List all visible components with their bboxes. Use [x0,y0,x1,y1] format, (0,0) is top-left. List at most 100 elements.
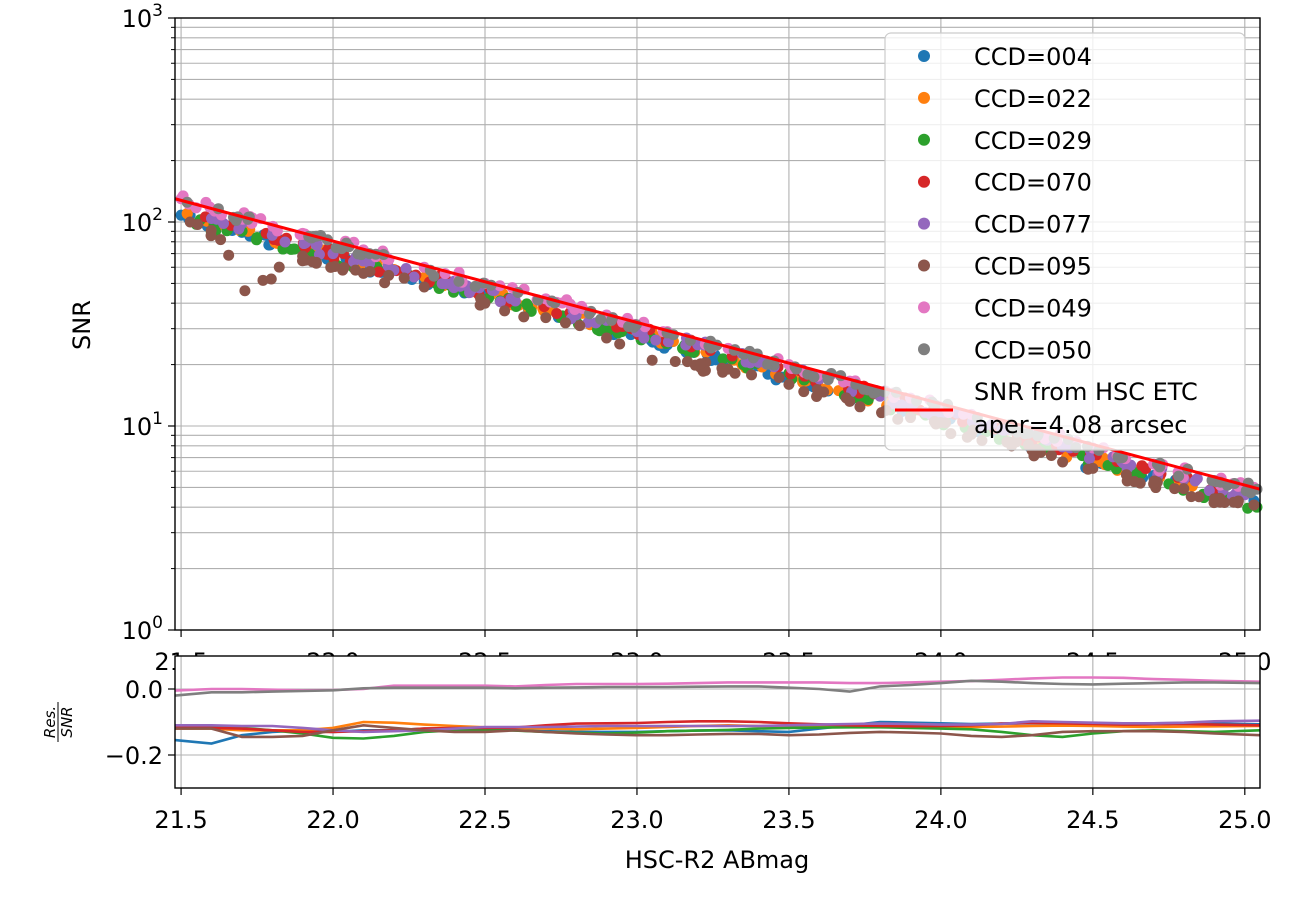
scatter-point [614,338,626,350]
scatter-point [1189,475,1201,487]
y-tick-label: 0.0 [125,676,163,704]
scatter-point [638,332,650,344]
scatter-point [469,280,481,292]
legend-label: CCD=004 [974,43,1092,71]
scatter-point [808,371,820,383]
scatter-point [355,249,367,261]
scatter-point [217,217,229,229]
legend-marker [918,50,930,62]
x-tick-label: 21.5 [154,806,207,834]
x-tick-label: 22.0 [306,806,359,834]
scatter-point [858,383,870,395]
scatter-point [540,312,552,324]
legend-model-label-line1: SNR from HSC ETC [974,378,1198,406]
scatter-point [499,305,511,317]
scatter-point [279,236,291,248]
scatter-point [288,243,300,255]
scatter-point [338,262,350,274]
scatter-point [398,272,410,284]
scatter-point [1083,453,1095,465]
legend-marker [918,343,930,356]
scatter-point [695,358,707,370]
scatter-point [1203,485,1215,497]
scatter-point [1232,495,1244,507]
snr-axes-frame [174,17,1261,631]
scatter-point [1178,483,1190,495]
scatter-point [1128,476,1140,488]
residual-x-ticks: 21.5 22.0 22.5 23.0 23.5 24.0 24.5 25.0 [154,788,1272,834]
residual-y-axis-label: Res. SNR [41,702,76,742]
scatter-point [223,249,235,261]
scatter-point [1102,460,1114,472]
scatter-point [257,274,269,286]
y-tick-label: 100 [122,613,163,645]
legend-label: CCD=049 [974,294,1092,322]
scatter-point [773,371,785,383]
scatter-point [1193,491,1205,503]
legend-label: CCD=070 [974,169,1092,197]
scatter-point [650,334,662,346]
scatter-point [418,281,430,293]
scatter-point [783,378,795,390]
legend-label: CCD=077 [974,211,1092,239]
scatter-point [494,296,506,308]
scatter-point [1057,456,1069,468]
residual-ylabel-denominator: SNR [58,706,76,737]
scatter-point [1185,491,1197,503]
snr-y-axis-label: SNR [68,300,96,350]
legend-items: CCD=004 CCD=022 CCD=029 CCD=070 CCD=077 CCD=0… [918,43,1092,364]
scatter-point [854,401,866,413]
residual-line-CCD=050 [174,679,1261,697]
scatter-point [479,297,491,309]
legend-label: CCD=029 [974,127,1092,155]
y-tick-label: 103 [122,1,163,33]
scatter-point [681,356,693,368]
legend-model-label-line2: aper=4.08 arcsec [974,411,1187,439]
y-tick-label: 101 [122,409,163,441]
residual-ylabel-numerator: Res. [41,706,59,738]
scatter-point [551,308,563,320]
scatter-point [336,243,348,255]
legend-marker [918,175,930,188]
legend-label: CCD=050 [974,336,1092,364]
x-axis-label: HSC-R2 ABmag [625,846,809,874]
scatter-point [239,285,251,297]
residual-line-CCD=029 [175,725,1261,740]
scatter-point [357,267,369,279]
residual-panel: 0.0 −0.2 21.5 22.0 22.5 23.0 23.5 24.0 24.5 25.0… [41,655,1272,874]
scatter-point [1112,451,1124,463]
legend-marker [918,301,930,314]
scatter-point [559,317,571,329]
residual-line-CCD=077 [175,719,1261,734]
scatter-point [265,273,277,285]
scatter-point [669,356,681,368]
y-tick-label: 102 [122,205,163,237]
scatter-point [408,271,420,283]
legend-label: CCD=022 [974,85,1092,113]
scatter-point [1169,483,1181,495]
scatter-point [722,363,734,375]
x-tick-label: 24.5 [1066,806,1119,834]
snr-y-ticks: 100 101 102 103 [122,1,175,645]
legend-label: CCD=095 [974,253,1092,281]
scatter-point [574,320,586,332]
x-tick-label: 23.0 [610,806,663,834]
scatter-point [1173,470,1185,482]
scatter-point [325,261,337,273]
scatter-point [310,256,322,268]
scatter-point [1248,499,1260,511]
scatter-point [1045,449,1057,461]
scatter-point [811,384,823,396]
scatter-point [623,320,635,332]
scatter-point [582,317,594,329]
legend-marker [918,259,930,272]
scatter-point [1136,460,1148,472]
scatter-point [595,313,607,325]
scatter-point [184,216,196,228]
scatter-point [273,261,285,273]
scatter-point [1087,462,1099,474]
legend-marker [918,133,930,146]
legend-marker [918,91,930,104]
